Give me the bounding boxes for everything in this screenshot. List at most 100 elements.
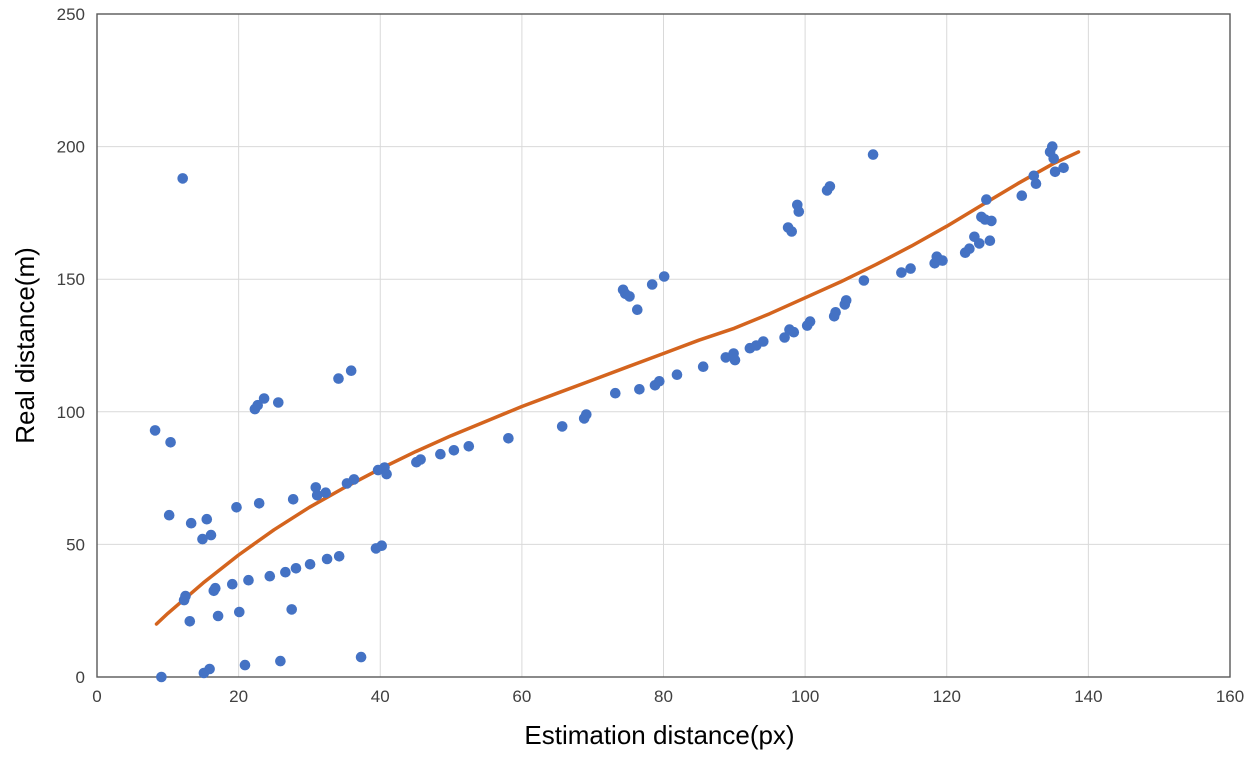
y-tick-label: 100 [57,403,85,422]
x-tick-label: 160 [1216,687,1244,706]
data-point [581,409,592,420]
data-point [273,397,284,408]
y-tick-label: 0 [76,668,85,687]
data-point [185,517,197,529]
data-point [646,279,658,290]
x-tick-label: 0 [92,687,101,706]
data-point [197,533,208,545]
data-point [239,659,251,671]
x-axis-tick-labels: 0 20 40 60 80 100 120 140 160 [92,687,1244,706]
data-point [201,513,213,525]
data-point [348,474,360,485]
data-point [840,295,852,306]
data-point [729,354,741,366]
data-point [658,271,670,282]
data-point [758,336,769,347]
data-point [243,574,254,586]
data-point [1048,153,1059,164]
data-point [355,651,367,663]
data-point [1016,190,1028,201]
data-point [231,502,242,513]
data-point [321,553,333,565]
data-point [320,487,332,499]
data-point [824,181,836,192]
data-point [280,566,291,578]
data-point [210,582,221,594]
data-point [435,448,446,460]
data-point [786,226,797,237]
data-point [304,559,316,570]
data-point [830,307,841,318]
data-point [177,173,188,184]
data-point [275,655,286,667]
data-point [310,482,322,493]
data-point [180,590,191,602]
x-tick-label: 140 [1074,687,1102,706]
data-point [204,663,215,675]
data-point [184,616,196,627]
data-point [984,235,996,246]
data-point [964,243,975,254]
data-point [697,361,709,373]
data-point [610,387,621,399]
data-point [149,425,161,436]
data-point [974,238,985,249]
x-axis-title: Estimation distance(px) [524,720,794,750]
data-point [205,529,217,541]
data-point [165,437,176,448]
data-point [981,194,992,205]
data-point [624,291,635,302]
data-point [788,326,800,338]
data-point [252,399,263,411]
data-point [779,332,790,343]
y-tick-label: 150 [57,270,85,289]
plot-area-border [96,13,1231,678]
data-point [287,494,299,505]
data-point [212,610,224,622]
trend-line-group [154,150,1081,626]
data-point [381,468,392,480]
data-point [1049,166,1061,178]
data-point [905,263,916,274]
data-point [1058,162,1069,174]
data-point [1030,178,1042,189]
data-point [634,384,645,395]
data-point [503,433,514,444]
data-point [311,490,323,501]
data-point [415,454,426,465]
data-point [376,540,388,551]
y-tick-label: 250 [57,5,85,24]
data-point [858,275,870,286]
data-point [867,149,879,160]
data-point [448,445,460,456]
y-axis-tick-labels: 0 50 100 150 200 250 [57,5,85,687]
data-point [253,498,265,509]
x-tick-label: 80 [654,687,673,706]
data-point [896,267,907,278]
data-point [258,393,270,404]
data-point [654,376,665,387]
y-tick-label: 50 [66,535,85,554]
scatter-points [149,141,1069,683]
data-point [793,206,805,217]
data-point [227,578,238,590]
data-point [804,316,816,327]
x-tick-label: 40 [371,687,390,706]
data-point [234,606,245,618]
data-point [671,369,683,381]
data-point [937,255,948,266]
data-point [1047,141,1058,152]
data-point [163,509,175,521]
data-point [345,365,357,377]
data-point [556,421,568,432]
y-axis-title: Real distance(m) [10,247,40,444]
data-point [286,604,298,615]
data-point [264,570,276,582]
data-point [333,373,344,384]
data-point [986,215,997,227]
trend-line [154,150,1081,626]
data-point [632,304,643,316]
data-point [156,671,167,683]
x-tick-label: 100 [791,687,819,706]
